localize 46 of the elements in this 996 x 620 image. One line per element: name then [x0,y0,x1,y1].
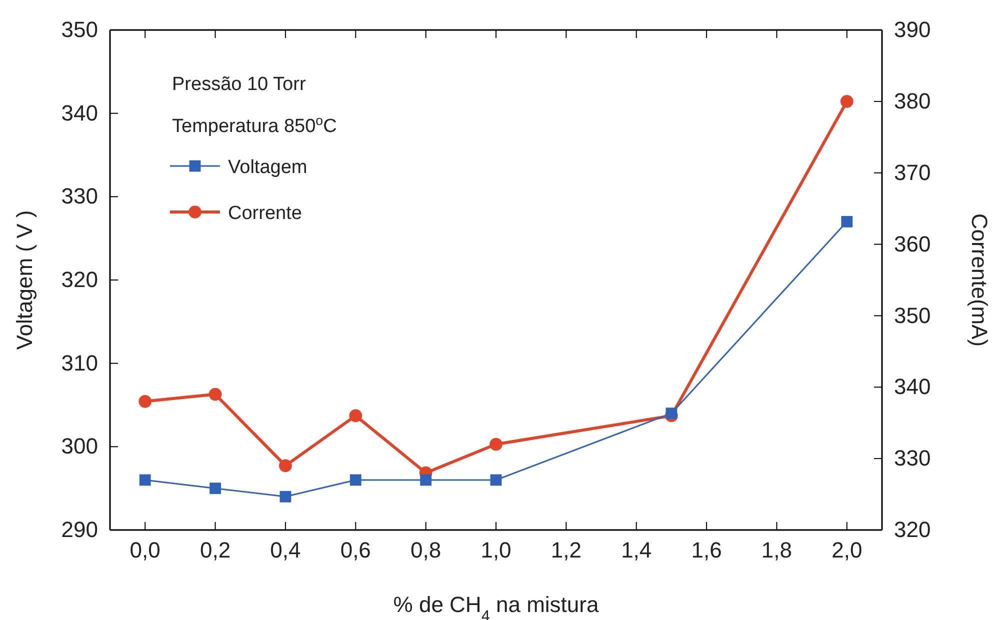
point [208,388,222,401]
point [350,474,362,486]
x-tick-label: 1,4 [621,538,652,563]
y2-tick-label: 370 [894,160,931,185]
y2-tick-label: 380 [894,88,931,114]
x-tick-label: 1,6 [691,538,722,563]
x-tick-label: 0,4 [270,538,301,563]
x-tick-label: 1,2 [550,538,582,563]
x-tick-label: 1,0 [480,538,512,563]
point [349,409,362,422]
point [420,474,432,486]
x-tick-label: 0,0 [130,538,160,563]
legend-label: Voltagem [228,157,308,178]
point [841,216,853,228]
point [210,482,221,494]
y-tick-label: 320 [61,267,98,292]
legend-label: Corrente [228,203,302,224]
y-tick-label: 330 [61,184,98,209]
x-tick-label: 2,0 [832,538,862,563]
y-tick-label: 310 [61,350,98,376]
y-tick-label: 350 [61,17,98,42]
point [279,459,292,472]
point [490,474,502,486]
y2-tick-label: 320 [894,517,931,542]
y2-tick-label: 350 [894,302,931,328]
point [138,395,152,408]
y-tick-label: 300 [61,434,98,459]
y2-tick-label: 330 [894,446,931,471]
y2-tick-label: 360 [894,231,931,256]
y-tick-label: 290 [61,517,98,542]
y2-axis-title: Corrente(mA) [967,213,992,347]
y-tick-label: 340 [61,100,98,126]
point [840,95,854,108]
y2-tick-label: 390 [894,17,931,42]
annotation: Pressão 10 Torr [172,74,306,95]
x-tick-label: 0,8 [410,538,442,563]
point [666,408,678,420]
y2-tick-label: 340 [894,374,931,400]
point [490,438,502,451]
x-tick-label: 0,6 [340,538,371,563]
point [280,490,292,502]
annotation: Temperatura 850$^{o}$C [172,112,337,137]
x-tick-label: 1,8 [761,538,792,563]
point [139,474,151,486]
y-axis-title: Voltagem ( V ) [12,210,37,350]
x-tick-label: 0,2 [200,538,231,563]
